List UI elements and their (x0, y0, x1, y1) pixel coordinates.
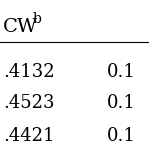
Text: .4132: .4132 (3, 63, 55, 81)
Text: b: b (33, 12, 42, 26)
Text: CW: CW (3, 18, 38, 36)
Text: 0.1: 0.1 (107, 94, 136, 112)
Text: .4421: .4421 (3, 127, 55, 145)
Text: 0.1: 0.1 (107, 63, 136, 81)
Text: 0.1: 0.1 (107, 127, 136, 145)
Text: .4523: .4523 (3, 94, 55, 112)
